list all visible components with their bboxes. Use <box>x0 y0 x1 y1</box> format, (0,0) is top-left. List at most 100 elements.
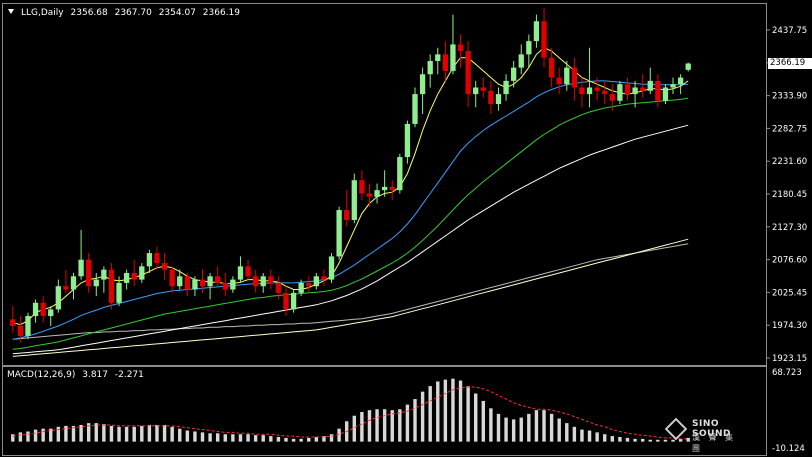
candle-body <box>70 276 77 290</box>
close-value: 2366.19 <box>202 8 241 18</box>
price-axis[interactable]: 2437.752386.602333.902282.752231.602180.… <box>767 0 812 364</box>
open-value: 2356.68 <box>70 8 108 18</box>
watermark-sub: 漢 聲 集 團 <box>692 433 737 453</box>
price-tick-label: 2076.60 <box>772 256 807 266</box>
price-tick-label: 2282.75 <box>772 124 807 134</box>
macd-pane[interactable]: MACD(12,26,9) 3.817 -2.271 SINO SOUND 漢 … <box>2 366 767 456</box>
ma-slow-line <box>12 97 689 350</box>
candle-body <box>25 316 31 336</box>
macd-signal-value: -2.271 <box>114 370 144 380</box>
candle-body <box>17 325 24 336</box>
candle-body <box>503 80 509 95</box>
candle-body <box>10 319 16 326</box>
candle-body <box>237 266 244 280</box>
candle-body <box>275 282 282 293</box>
candle-body <box>63 286 69 290</box>
candle-body <box>442 54 449 71</box>
candle-body <box>548 57 555 78</box>
candle-body <box>488 90 494 105</box>
candle-body <box>602 90 608 95</box>
candle-body <box>199 279 206 287</box>
candle-body <box>252 276 259 287</box>
candle-body <box>518 54 524 68</box>
candle-body <box>177 276 183 287</box>
watermark: SINO SOUND 漢 聲 集 團 <box>664 417 752 453</box>
ma-long-line <box>12 124 689 355</box>
macd-axis-top-label: 68.723 <box>772 368 802 378</box>
candle-body <box>32 302 39 317</box>
candle-body <box>594 87 600 91</box>
candle-body <box>215 276 221 283</box>
candle-body <box>328 256 335 280</box>
candle-body <box>161 263 168 270</box>
candle-body <box>640 87 646 91</box>
candle-body <box>86 259 92 287</box>
candle-body <box>268 276 274 283</box>
candle-body <box>48 309 54 317</box>
price-chart-svg <box>10 8 691 357</box>
candle-body <box>55 286 61 310</box>
symbol-label: LLG,Daily <box>21 8 64 18</box>
price-tick-label: 2437.75 <box>772 26 807 36</box>
candle-body <box>78 259 84 277</box>
candle-body <box>154 253 160 264</box>
candle-body <box>351 180 357 220</box>
candle-body <box>222 282 228 290</box>
candle-body <box>670 84 676 88</box>
chart-header: LLG,Daily 2356.68 2367.70 2354.07 2366.1… <box>8 8 240 18</box>
candle-body <box>306 282 312 287</box>
candle-body <box>374 190 380 197</box>
candle-body <box>184 276 190 290</box>
price-pane[interactable]: LLG,Daily 2356.68 2367.70 2354.07 2366.1… <box>2 3 767 366</box>
candle-body <box>123 272 130 283</box>
price-tick-label: 2127.30 <box>772 223 807 233</box>
candle-body <box>655 80 661 101</box>
candle-body <box>381 186 388 191</box>
macd-axis[interactable]: 68.723 -10.124 <box>767 365 812 457</box>
candle-body <box>131 272 137 280</box>
candle-body <box>101 269 107 280</box>
candle-body <box>93 279 99 287</box>
candle-body <box>495 94 502 105</box>
candle-body <box>624 84 631 95</box>
macd-label: MACD(12,26,9) <box>7 370 76 380</box>
candle-body <box>230 279 236 290</box>
candle-body <box>647 80 653 91</box>
candle-body <box>139 266 145 280</box>
price-tick-label: 2333.90 <box>772 92 807 102</box>
macd-axis-bottom-label: -10.124 <box>772 444 805 454</box>
current-price-box: 2366.19 <box>768 57 812 69</box>
price-tick-label: 2025.45 <box>772 288 807 298</box>
candle-body <box>298 282 304 293</box>
high-value: 2367.70 <box>114 8 152 18</box>
candle-body <box>450 44 456 71</box>
candle-body <box>336 210 342 257</box>
candle-body <box>457 44 464 52</box>
candle-body <box>586 87 593 95</box>
ma-longest-line <box>12 243 689 340</box>
candle-body <box>685 63 691 70</box>
ma-medium-line <box>12 80 689 340</box>
candle-body <box>412 94 418 124</box>
ma-fast-line <box>12 47 689 326</box>
dropdown-triangle-icon[interactable] <box>8 9 14 14</box>
ma-longer-line <box>12 238 689 357</box>
macd-chart-svg <box>11 378 690 442</box>
diamond-logo-icon <box>664 417 688 441</box>
price-tick-label: 1923.15 <box>772 354 807 364</box>
candle-body <box>321 276 327 280</box>
candle-body <box>245 266 251 277</box>
candle-body <box>564 67 570 85</box>
candle-body <box>344 210 350 220</box>
candle-body <box>283 292 289 310</box>
candle-body <box>146 253 153 267</box>
candle-body <box>108 269 115 303</box>
watermark-brand: SINO SOUND <box>692 419 731 439</box>
candle-body <box>359 180 365 194</box>
macd-header: MACD(12,26,9) 3.817 -2.271 <box>7 370 144 380</box>
candle-body <box>571 67 578 88</box>
low-value: 2354.07 <box>158 8 196 18</box>
candle-body <box>404 123 411 158</box>
macd-signal-line <box>12 386 689 440</box>
